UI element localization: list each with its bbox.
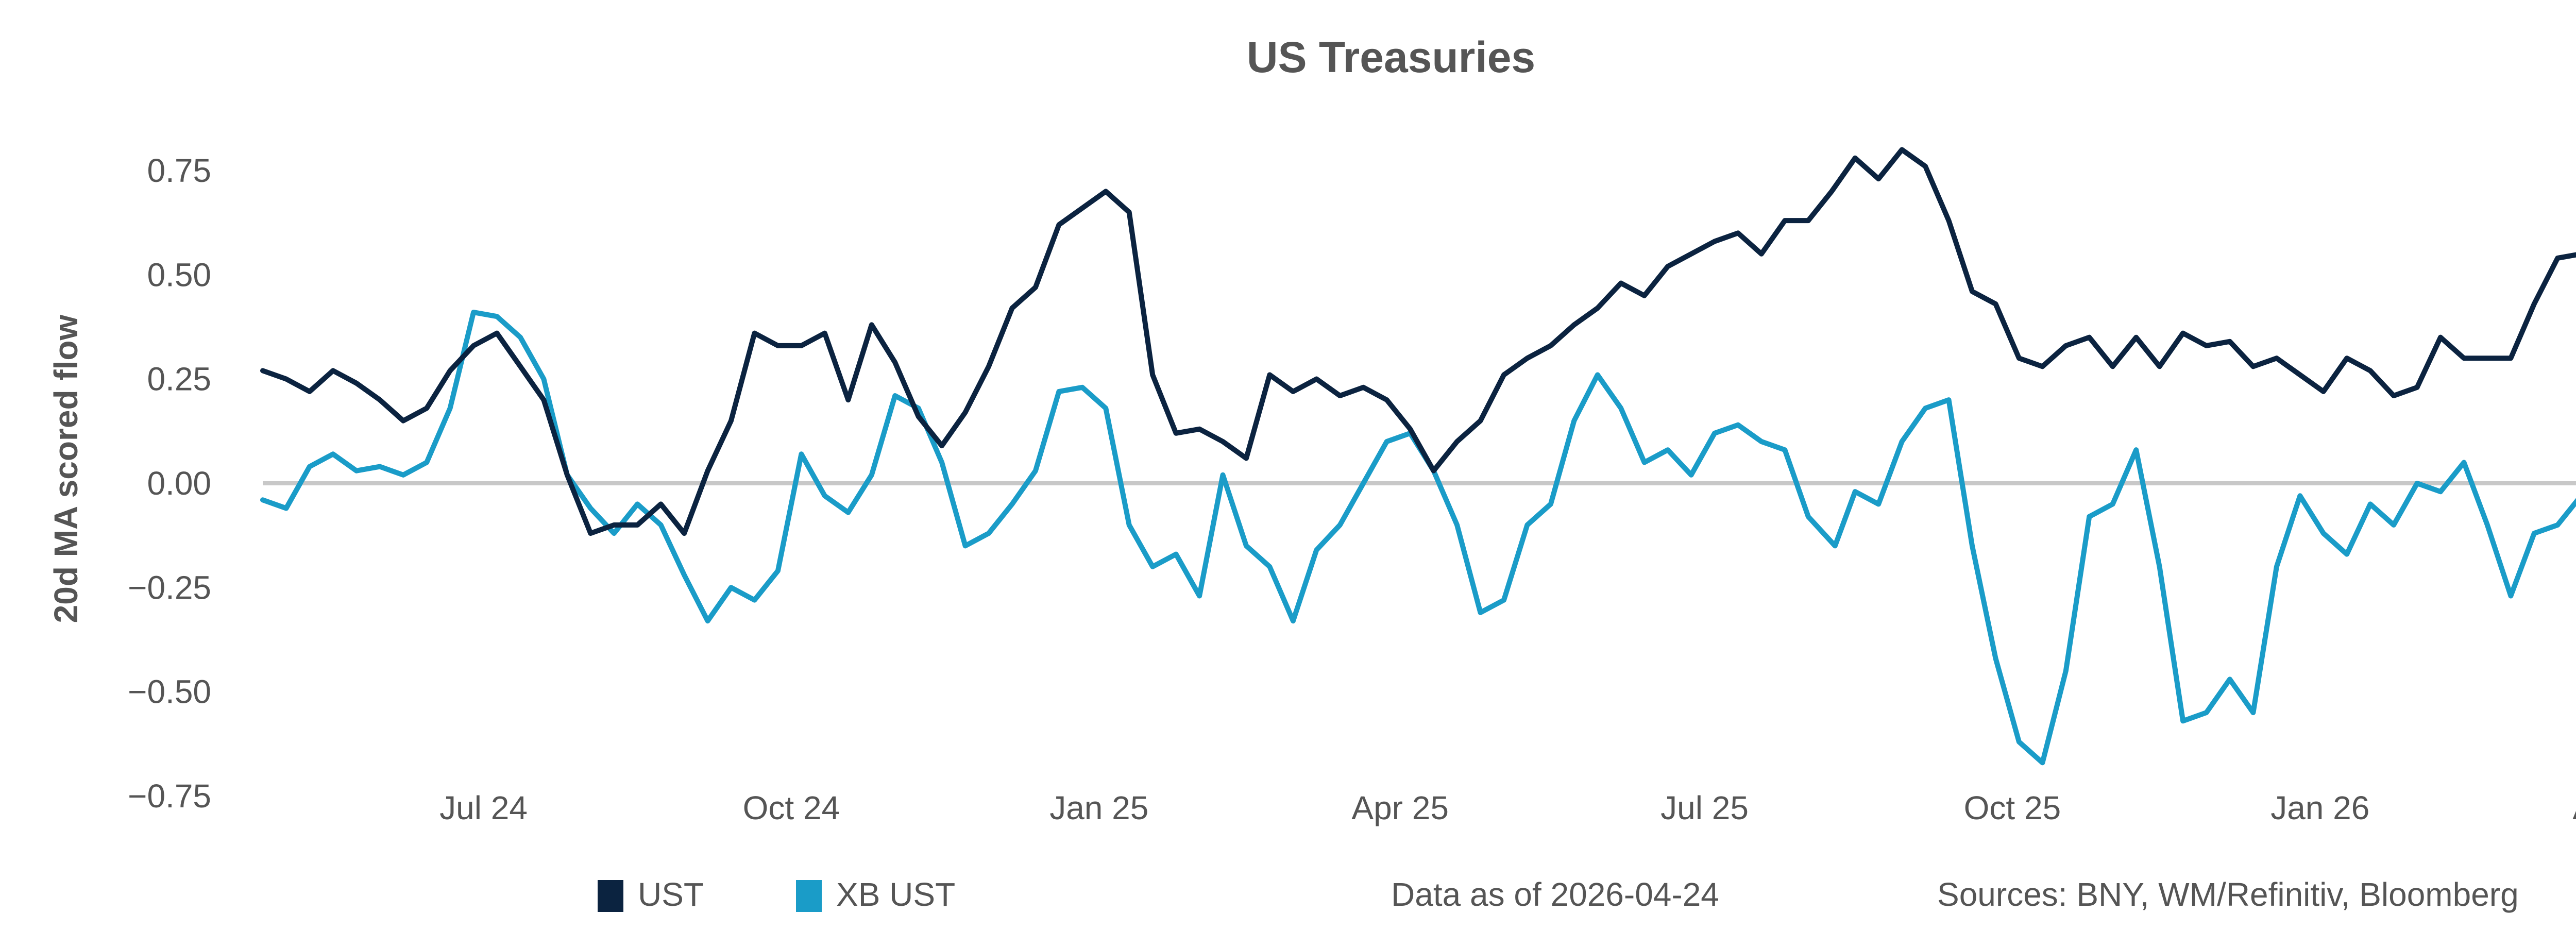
series-layer [260, 147, 2576, 766]
x-axis-ticks: Jul 24 Oct 24 Jan 25 Apr 25 Jul 25 Oct 25 Jan … [439, 789, 2576, 826]
y-tick-label: 0.75 [147, 152, 211, 189]
legend-label: UST [638, 876, 704, 913]
x-tick-label: Oct 25 [1964, 789, 2061, 826]
y-tick-label: 0.00 [147, 465, 211, 502]
y-tick-label: 0.25 [147, 361, 211, 398]
legend-swatch [598, 880, 623, 912]
y-axis-label: 20d MA scored flow [47, 314, 84, 623]
series-line-xb-ust [260, 310, 2576, 766]
y-tick-label: 0.50 [147, 256, 211, 293]
x-tick-label: Apr 26 [2572, 789, 2576, 826]
x-tick-label: Jan 26 [2270, 789, 2369, 826]
y-tick-label: −0.50 [128, 673, 211, 711]
legend-label: XB UST [836, 876, 955, 913]
legend-swatch [796, 880, 822, 912]
x-tick-label: Jul 25 [1660, 789, 1749, 826]
x-tick-label: Jul 24 [439, 789, 528, 826]
data-as-of-note: Data as of 2026-04-24 [1391, 876, 1719, 913]
y-axis-ticks: 0.75 0.50 0.25 0.00 −0.25 −0.50 −0.75 [128, 152, 211, 815]
chart-title: US Treasuries [1247, 33, 1535, 81]
sources-note: Sources: BNY, WM/Refinitiv, Bloomberg [1937, 876, 2519, 913]
series-line-ust [260, 147, 2576, 536]
x-tick-label: Jan 25 [1049, 789, 1148, 826]
legend: UST XB UST [598, 876, 955, 913]
y-tick-label: −0.75 [128, 777, 211, 815]
y-tick-label: −0.25 [128, 569, 211, 606]
x-tick-label: Apr 25 [1351, 789, 1449, 826]
x-tick-label: Oct 24 [743, 789, 840, 826]
